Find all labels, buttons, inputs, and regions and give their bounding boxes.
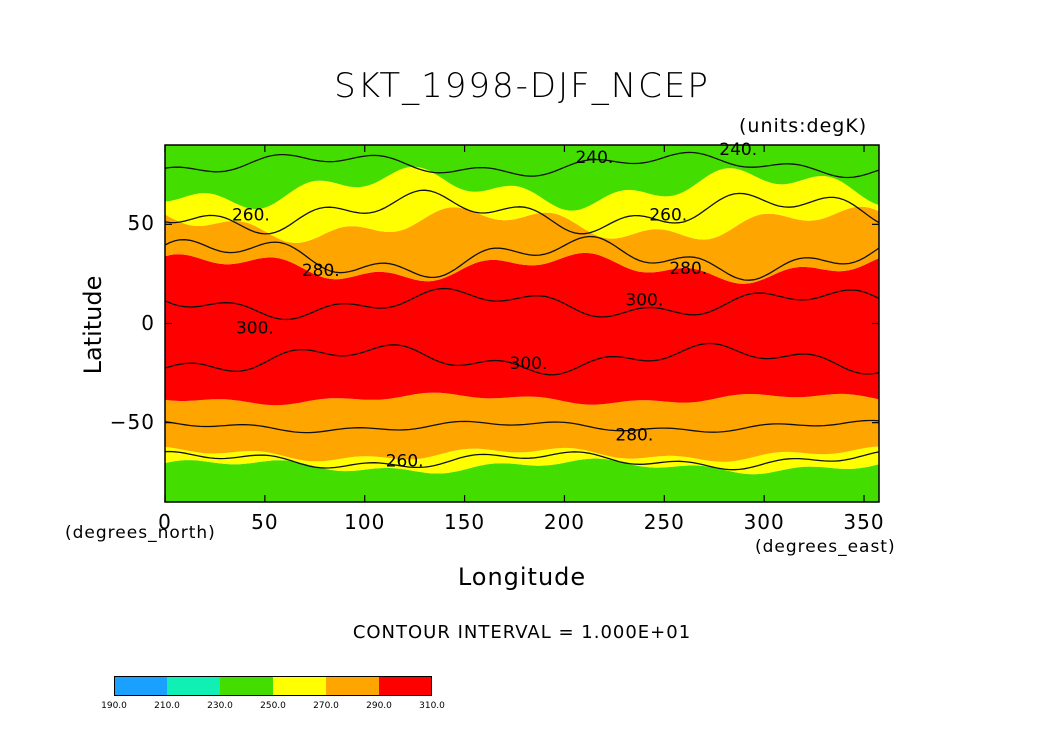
y-tick-label: 0 xyxy=(141,310,155,335)
contour-label: 300. xyxy=(625,291,663,311)
contour-300-south xyxy=(164,342,880,376)
contour-interval-note: CONTOUR INTERVAL = 1.000E+01 xyxy=(352,622,692,643)
x-tick-label: 50 xyxy=(251,510,279,534)
colorbar-level-label: 190.0 xyxy=(101,701,127,711)
x-tick-label: 200 xyxy=(543,510,586,534)
band-north-subpolar xyxy=(165,166,879,243)
contour-label: 280. xyxy=(302,261,340,281)
chart-title: SKT_1998-DJF_NCEP xyxy=(334,66,710,106)
contour-label: 260. xyxy=(649,205,687,225)
colorbar-frame xyxy=(114,676,432,696)
contour-260-south xyxy=(164,450,880,471)
x-tick-label: 0 xyxy=(158,510,172,534)
colorbar-swatch xyxy=(220,676,273,696)
colorbar-level-label: 270.0 xyxy=(313,701,339,711)
contour-260-north xyxy=(164,189,880,235)
colorbar-level-label: 210.0 xyxy=(154,701,180,711)
units-note: (units:degK) xyxy=(739,115,868,137)
x-units-note: (degrees_east) xyxy=(755,537,896,557)
contour-label: 300. xyxy=(510,354,548,374)
x-tick-label: 350 xyxy=(843,510,885,534)
contour-label: 240. xyxy=(575,148,613,168)
y-units-note: (degrees_north) xyxy=(65,523,216,543)
band-north-midlat xyxy=(165,206,879,284)
y-tick-label: −50 xyxy=(109,409,155,434)
colorbar-level-label: 250.0 xyxy=(260,701,286,711)
colorbar-swatch xyxy=(273,676,326,696)
colorbar-level-label: 290.0 xyxy=(366,701,392,711)
contour-label: 240. xyxy=(719,140,757,160)
y-tick-label: 50 xyxy=(127,211,155,236)
x-axis-label: Longitude xyxy=(457,563,587,591)
colorbar-swatch xyxy=(114,676,167,696)
contour-label: 280. xyxy=(615,426,653,446)
contour-240-north xyxy=(164,151,880,179)
band-south-midlat xyxy=(165,392,879,462)
contour-300-north xyxy=(164,287,880,321)
colorbar-swatch xyxy=(326,676,379,696)
contour-label: 260. xyxy=(232,205,270,225)
x-tick-label: 250 xyxy=(643,510,685,534)
colorbar-level-label: 310.0 xyxy=(419,701,445,711)
contour-label: 260. xyxy=(386,451,424,471)
colorbar-swatch xyxy=(167,676,220,696)
colorbar-swatch xyxy=(379,676,432,696)
band-south-polar xyxy=(165,458,879,502)
contour-label: 280. xyxy=(669,259,707,279)
contour-280-north xyxy=(164,235,880,281)
band-south-subpolar xyxy=(165,446,879,475)
x-tick-label: 150 xyxy=(443,510,486,534)
x-tick-label: 300 xyxy=(743,510,785,534)
x-tick-label: 100 xyxy=(344,510,386,534)
contour-280-south xyxy=(164,419,880,434)
contour-label: 300. xyxy=(236,318,274,338)
colorbar-level-label: 230.0 xyxy=(207,701,233,711)
band-north-polar xyxy=(165,145,879,211)
band-tropics xyxy=(165,252,879,406)
